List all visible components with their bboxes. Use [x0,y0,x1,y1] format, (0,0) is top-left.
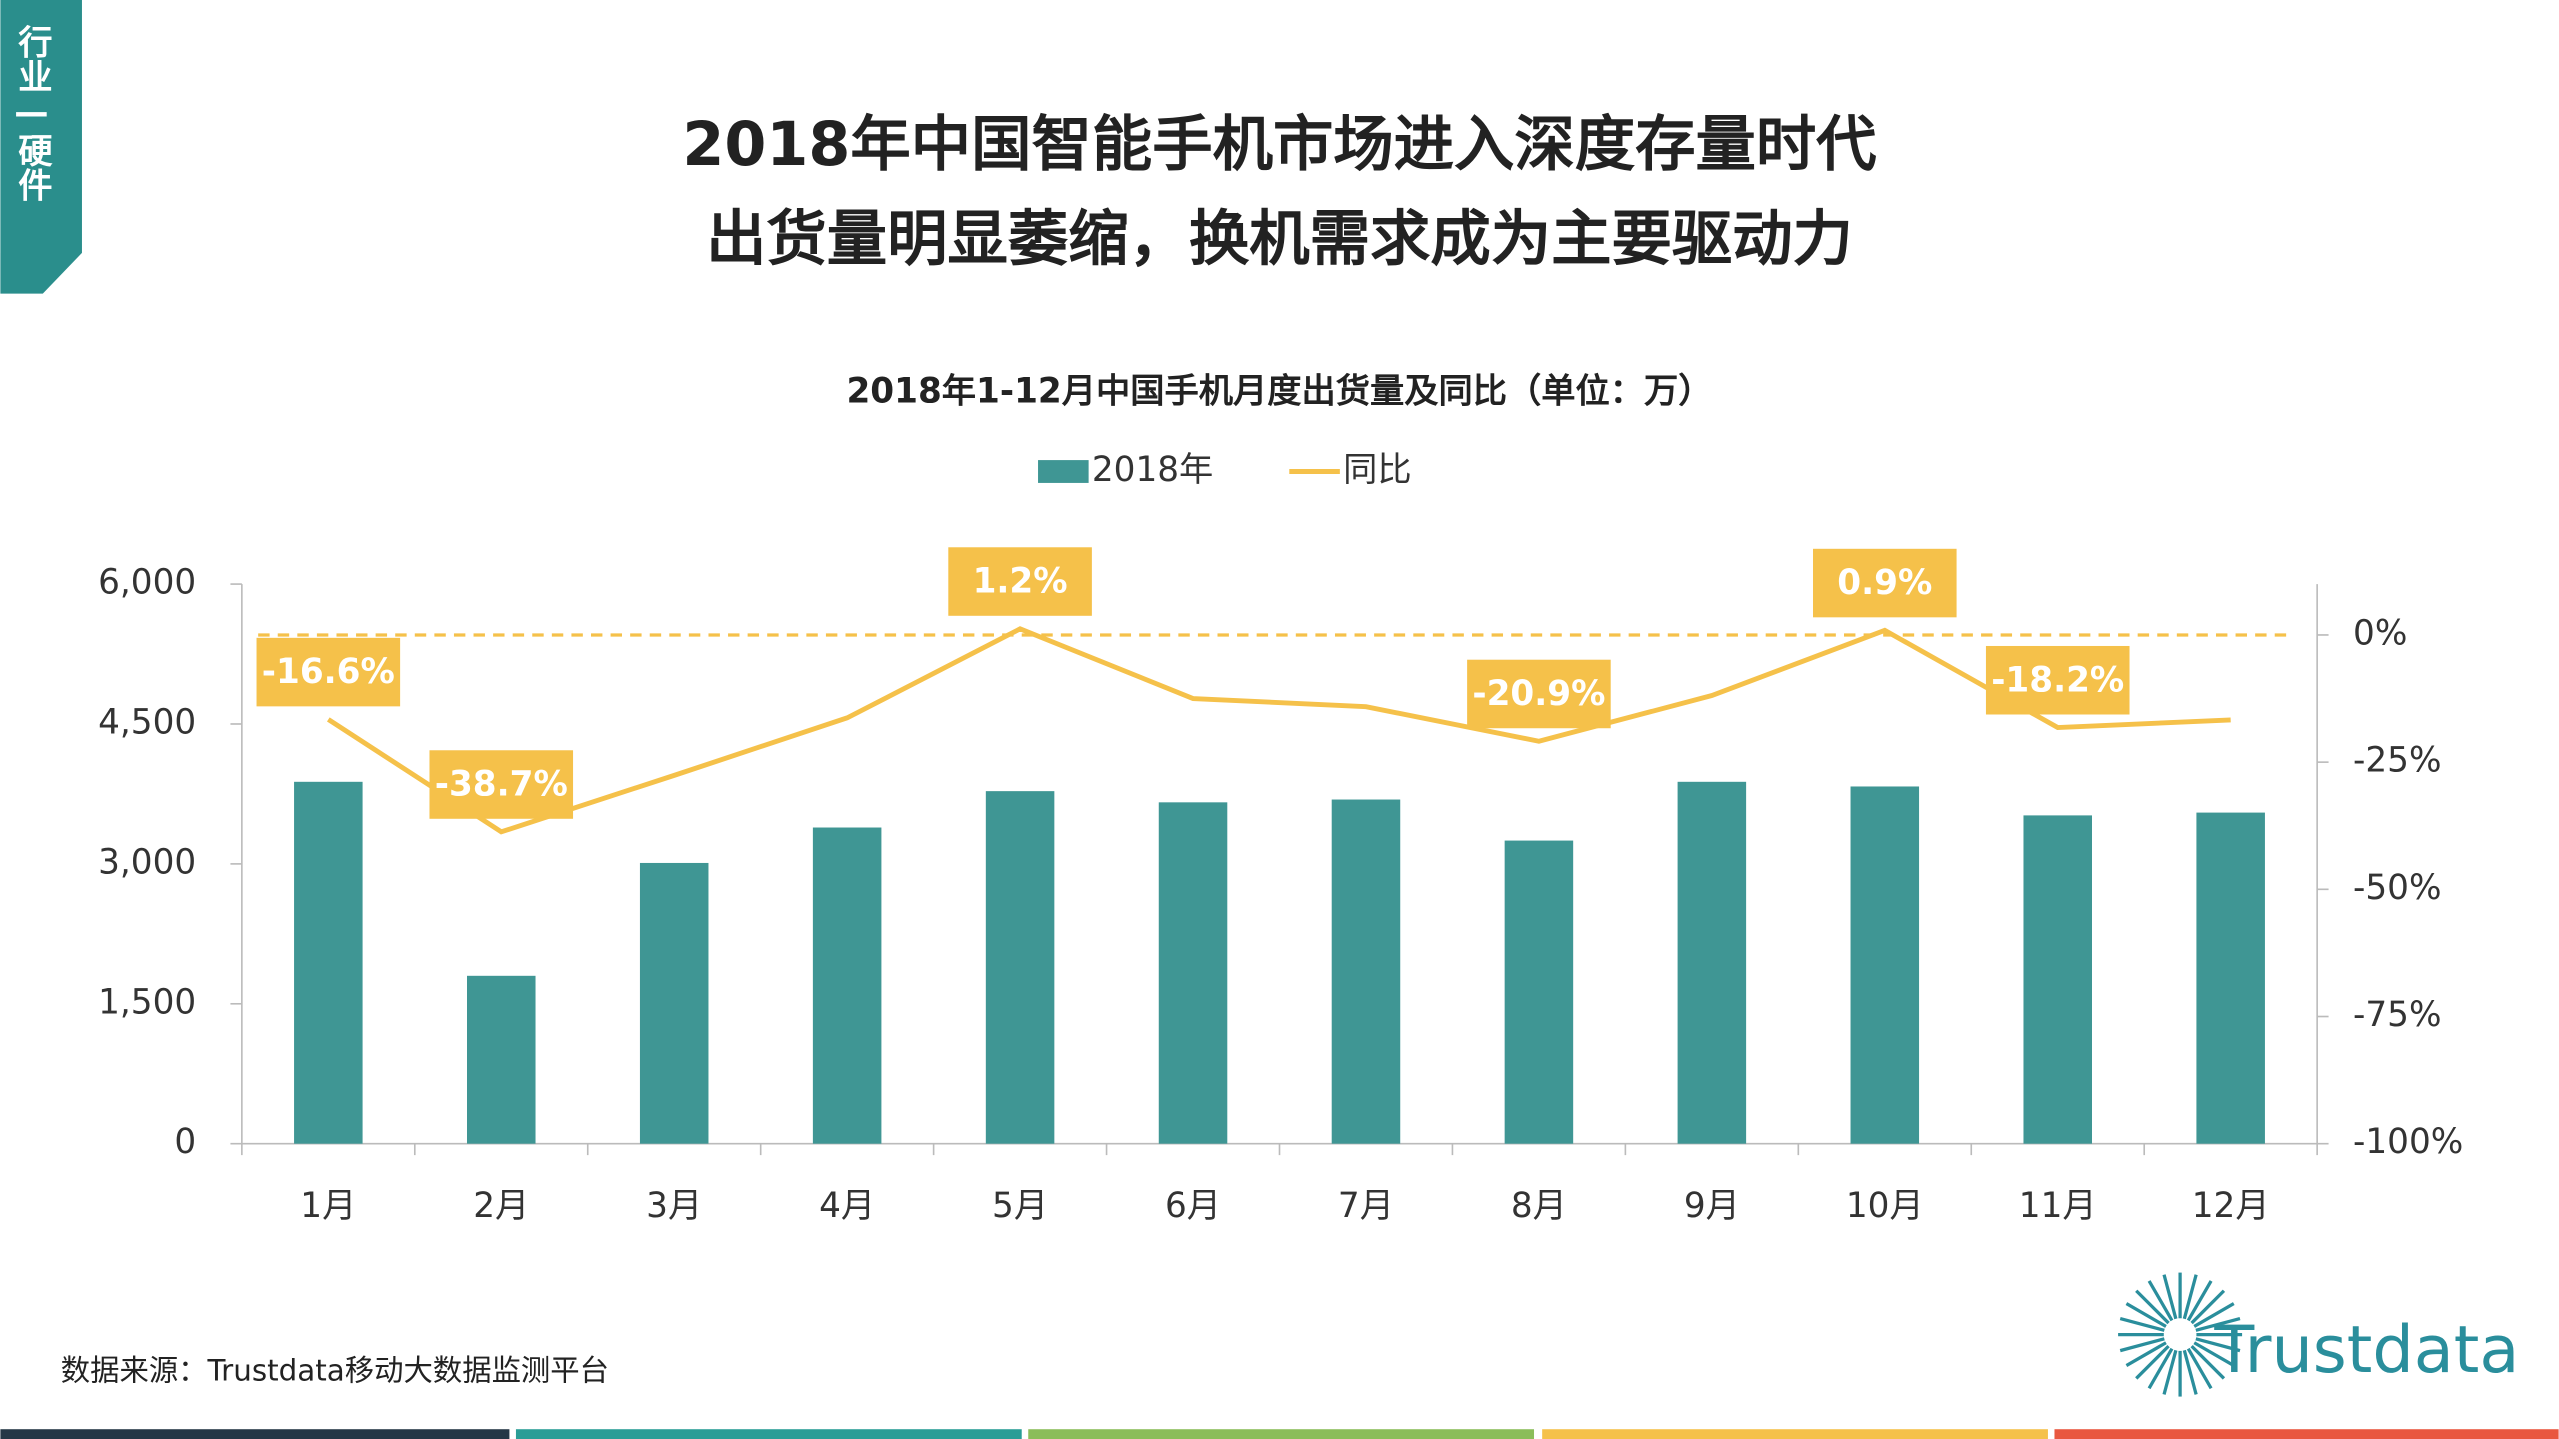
label-box [1985,645,2130,715]
logo-ray [2182,1349,2198,1395]
stripe [515,1429,1022,1439]
stripe [1542,1429,2048,1439]
label-box [429,750,574,819]
label-box [948,547,1092,616]
page-title: 出货量明显萎缩，换机需求成为主要驱动力 [706,205,1853,275]
legend-label: 同比 [1343,450,1412,490]
y-tick-label: 0 [174,1122,196,1162]
x-tick-label: 1月 [300,1186,356,1226]
y2-tick-label: 0% [2353,613,2407,653]
chart-title: 2018年1-12月中国手机月度出货量及同比（单位：万） [846,372,1712,412]
logo-ray [2162,1349,2178,1395]
y-tick-label: 1,500 [98,982,196,1022]
y-tick-label: 6,000 [98,563,196,603]
x-tick-label: 8月 [1511,1186,1567,1226]
logo-ray [2147,1347,2174,1390]
bar [812,827,882,1144]
logo-ray [2190,1344,2226,1380]
x-tick-label: 4月 [819,1186,875,1226]
bar [985,791,1055,1144]
y-tick-label: 4,500 [98,702,196,742]
data-label: 1.2% [973,562,1068,602]
bar [294,781,363,1144]
source-note: 数据来源：Trustdata移动大数据监测平台 [61,1354,609,1388]
line [326,626,2231,835]
bar [2196,812,2265,1144]
logo-ray [2190,1289,2226,1325]
bar [1331,799,1401,1144]
y2-tick-label: -75% [2353,995,2442,1035]
x-tick-label: 9月 [1684,1186,1740,1226]
logo-text: Trustdata [2213,1312,2519,1388]
bar [1504,840,1574,1144]
x-tick-label: 2月 [473,1186,529,1226]
stripe [2054,1429,2559,1439]
bar [639,862,709,1144]
data-label: -38.7% [435,765,568,805]
x-tick-label: 5月 [992,1186,1048,1226]
label-box [256,637,401,707]
logo-ray [2119,1316,2165,1332]
bar [2023,815,2092,1144]
y2-tick-label: -25% [2353,741,2442,781]
logo-ray [2195,1337,2241,1353]
logo-ray [2135,1289,2170,1325]
logo-ray [2119,1337,2165,1353]
side-tab [0,0,82,294]
logo-ray [2125,1302,2167,1328]
data-label: 0.9% [1837,563,1932,603]
x-tick-label: 7月 [1338,1186,1394,1226]
logo-ray [2186,1280,2213,1322]
logo-ray [2182,1274,2198,1320]
logo-ray [2162,1274,2178,1320]
data-label: -20.9% [1472,674,1605,714]
x-tick-label: 10月 [1846,1186,1924,1226]
page-title: 2018年中国智能手机市场进入深度存量时代 [682,110,1876,180]
y2-tick-label: -50% [2353,868,2442,908]
logo-ray [2195,1316,2241,1332]
x-tick-label: 3月 [646,1186,702,1226]
x-tick-label: 6月 [1165,1186,1221,1226]
data-label: -16.6% [262,652,395,692]
stripe [0,1429,510,1439]
data-label: -18.2% [1991,660,2124,700]
label-box [1813,548,1957,618]
legend-swatch [1038,460,1089,483]
bar [1850,786,1920,1144]
tab-label: 行业—硬件 [11,24,52,201]
bar [1158,802,1228,1144]
logo-icon [2118,1272,2243,1397]
logo-ray [2193,1302,2235,1328]
bar [467,975,536,1144]
label-box [1467,659,1611,729]
legend-label: 2018年 [1092,450,1213,490]
logo-ray [2135,1344,2170,1380]
logo-ray [2125,1341,2167,1367]
y-tick-label: 3,000 [98,842,196,882]
x-tick-label: 12月 [2192,1186,2270,1226]
logo-ray [2147,1280,2174,1322]
stripe [1028,1429,1535,1439]
logo-ray [2193,1341,2235,1367]
y2-tick-label: -100% [2353,1122,2463,1162]
x-tick-label: 11月 [2019,1186,2097,1226]
logo-ray [2186,1347,2213,1390]
bar [1677,781,1747,1144]
